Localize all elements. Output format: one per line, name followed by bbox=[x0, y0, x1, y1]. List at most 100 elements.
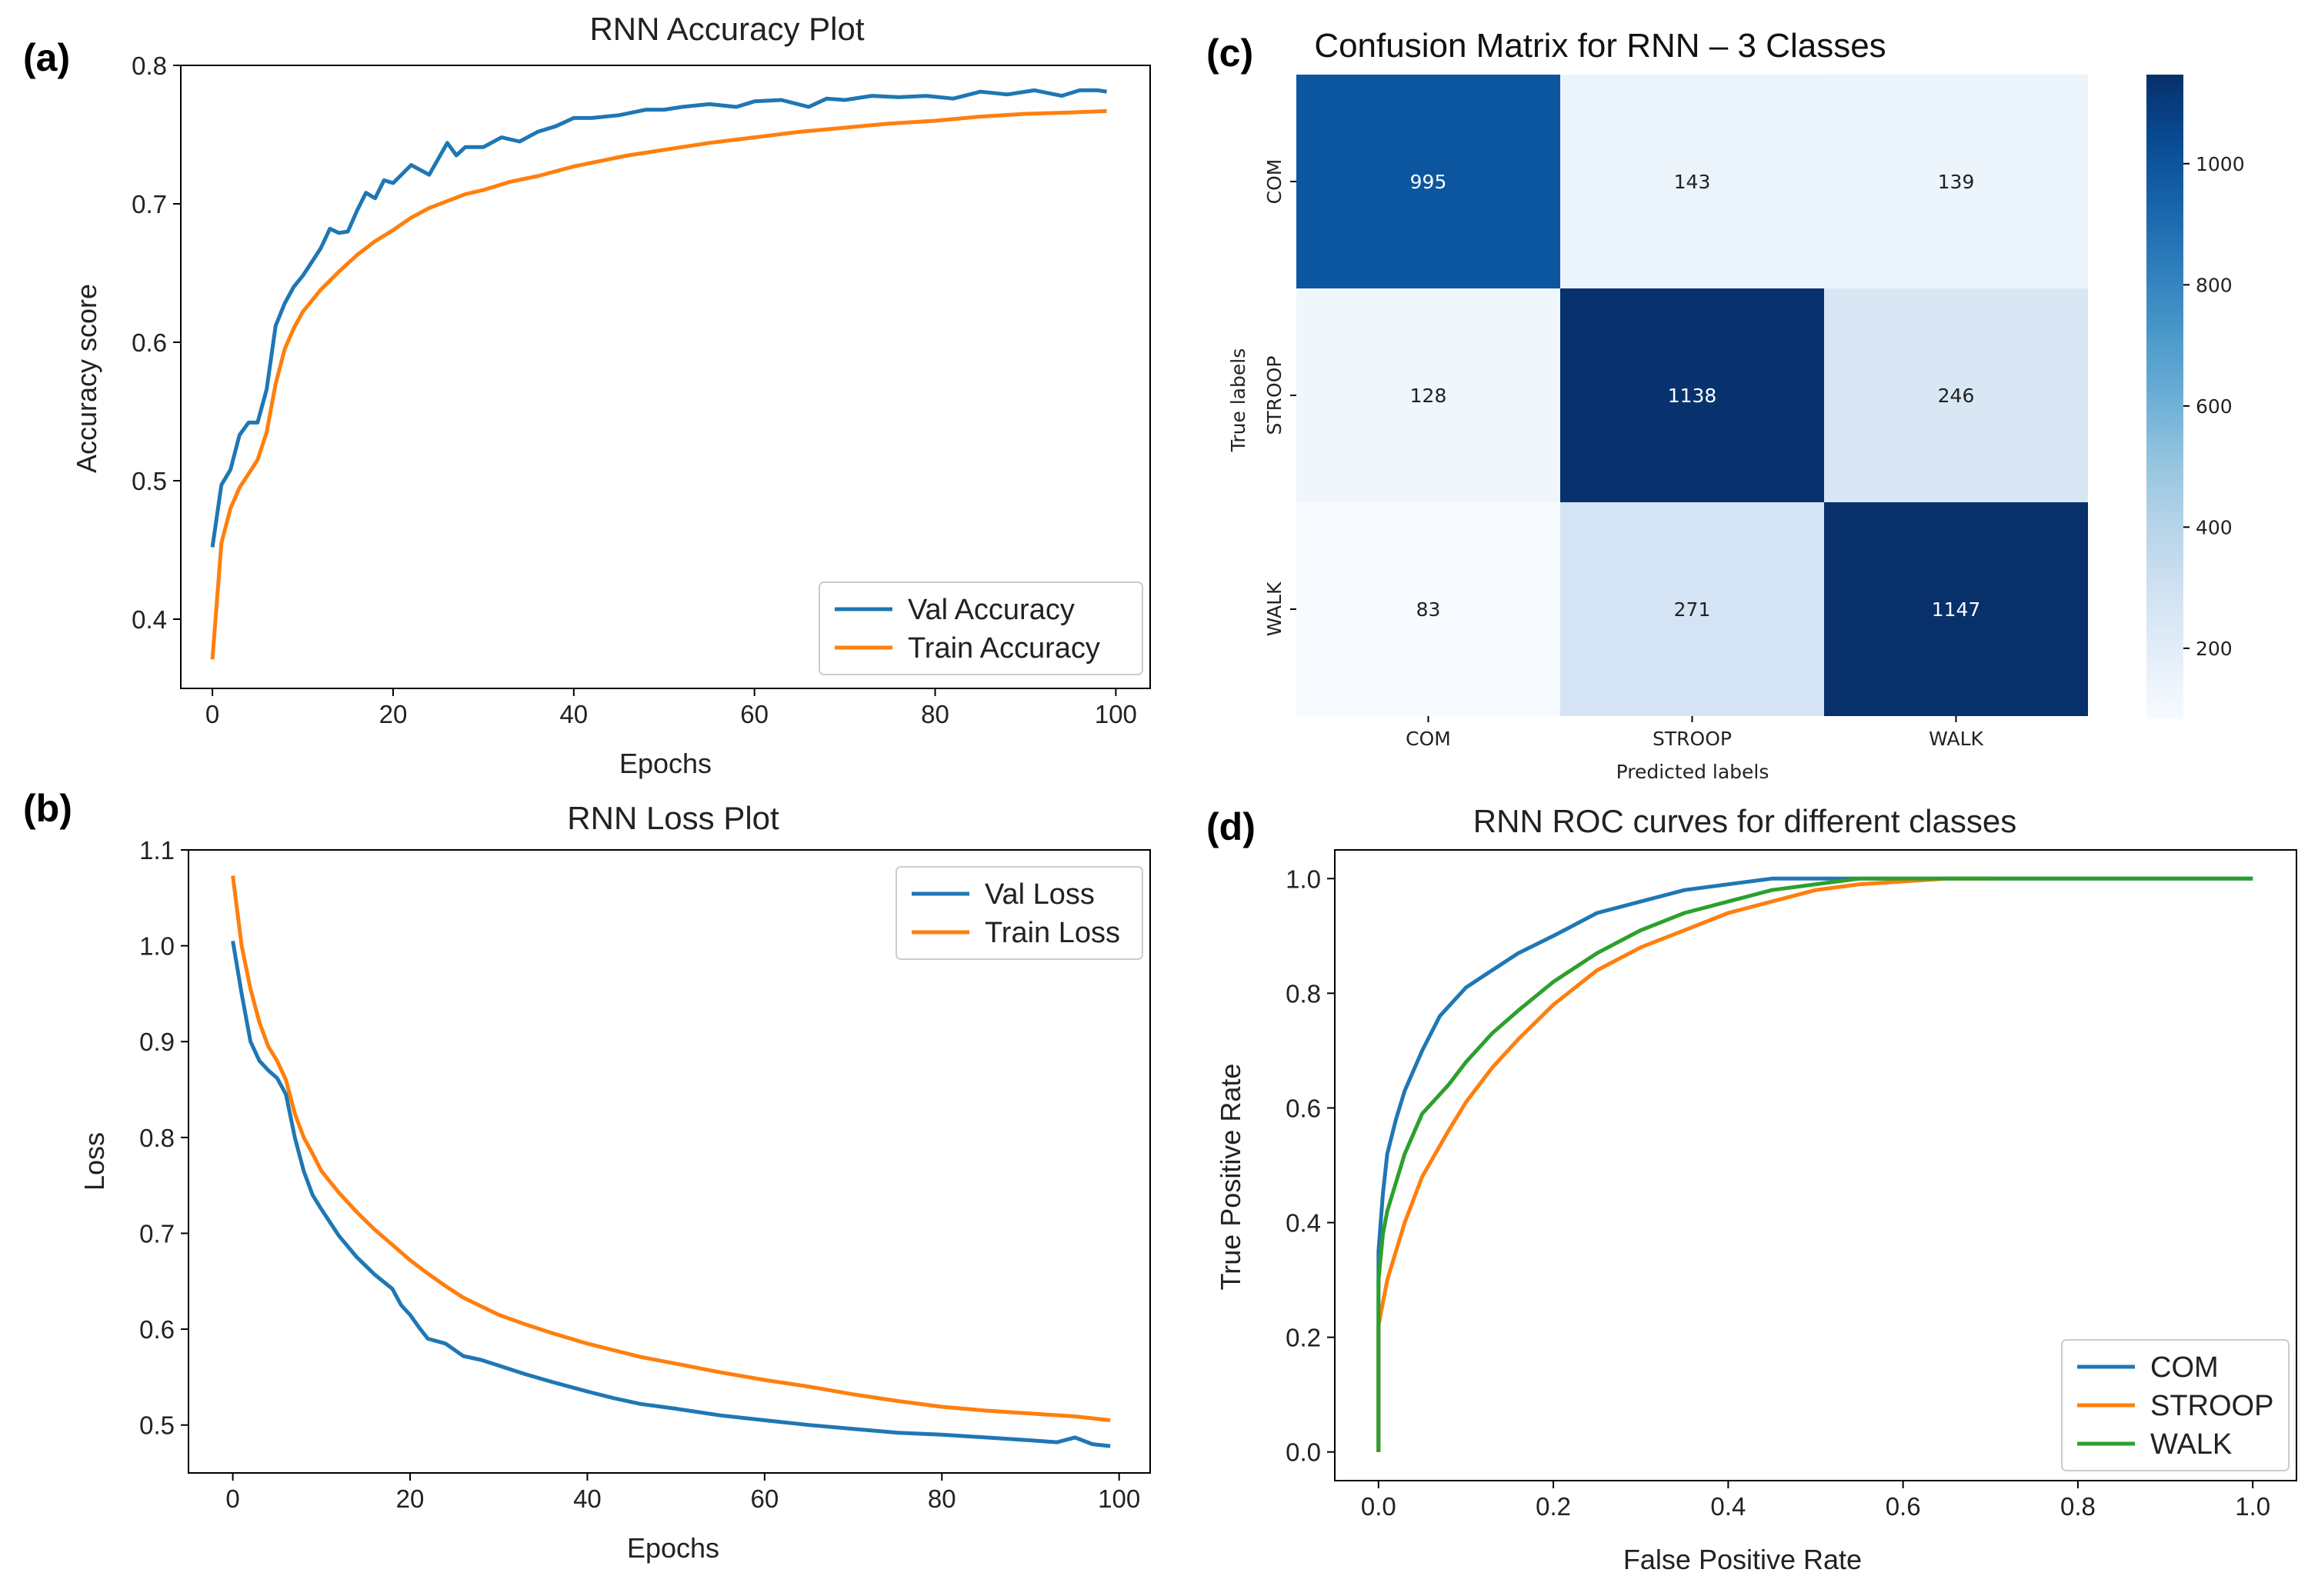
x-tick-label: STROOP bbox=[1653, 728, 1732, 750]
x-tick-label: 0.8 bbox=[2060, 1492, 2096, 1521]
accuracy-chart-title: RNN Accuracy Plot bbox=[589, 11, 864, 47]
y-tick-label: 0.6 bbox=[1286, 1094, 1321, 1122]
panel-label-c: (c) bbox=[1206, 32, 1253, 75]
heatmap-cell-value: 83 bbox=[1416, 598, 1441, 621]
legend-label: WALK bbox=[2150, 1428, 2232, 1461]
confusion-matrix-title: Confusion Matrix for RNN – 3 Classes bbox=[1314, 27, 1886, 65]
legend-box bbox=[819, 581, 1143, 675]
x-tick-label: 80 bbox=[928, 1484, 956, 1513]
x-tick-label: 20 bbox=[379, 700, 408, 728]
y-tick-label: 0.0 bbox=[1286, 1438, 1321, 1467]
legend-box bbox=[2061, 1339, 2290, 1471]
series-line-val-accuracy bbox=[210, 88, 1107, 548]
y-tick-label: COM bbox=[1263, 159, 1286, 205]
y-tick-label: 0.7 bbox=[132, 190, 167, 218]
legend-box bbox=[896, 866, 1143, 960]
legend: Val Loss Train Loss bbox=[896, 866, 1143, 960]
loss-chart-title: RNN Loss Plot bbox=[567, 800, 779, 836]
series-line-train-loss bbox=[231, 875, 1111, 1422]
roc-y-axis-label: True Positive Rate bbox=[1215, 1064, 1246, 1291]
x-tick-label: 0.2 bbox=[1536, 1492, 1571, 1521]
roc-x-axis-label: False Positive Rate bbox=[1623, 1544, 1862, 1575]
x-tick-label: 1.0 bbox=[2235, 1492, 2270, 1521]
x-tick-label: 0 bbox=[205, 700, 219, 728]
x-tick-label: 100 bbox=[1098, 1484, 1140, 1513]
y-tick-label: STROOP bbox=[1263, 356, 1286, 435]
x-tick-label: 20 bbox=[396, 1484, 425, 1513]
heatmap-cell-value: 1138 bbox=[1668, 385, 1717, 407]
legend-label: Val Accuracy bbox=[908, 594, 1075, 626]
loss-x-axis-label: Epochs bbox=[627, 1532, 719, 1564]
colorbar-tick-label: 1000 bbox=[2196, 153, 2245, 175]
heatmap-cell bbox=[1560, 502, 1824, 716]
heatmap-cell bbox=[1824, 288, 2088, 502]
x-tick-label: 0 bbox=[225, 1484, 239, 1513]
loss-y-axis-label: Loss bbox=[78, 1132, 110, 1191]
y-tick-label: 0.9 bbox=[139, 1028, 175, 1056]
colorbar bbox=[2146, 75, 2183, 719]
roc-chart: RNN ROC curves for different classes Fal… bbox=[1215, 803, 2297, 1575]
heatmap-cell-value: 246 bbox=[1938, 385, 1975, 407]
heatmap-cell-value: 139 bbox=[1938, 171, 1975, 193]
x-tick-label: 40 bbox=[559, 700, 588, 728]
heatmap-cell-value: 128 bbox=[1410, 385, 1447, 407]
y-tick-label: 0.5 bbox=[139, 1411, 175, 1440]
roc-chart-title: RNN ROC curves for different classes bbox=[1473, 803, 2016, 839]
y-tick-label: 0.2 bbox=[1286, 1324, 1321, 1352]
y-tick-label: 0.6 bbox=[132, 328, 167, 357]
x-tick-label: 100 bbox=[1095, 700, 1137, 728]
confusion-matrix-x-label: Predicted labels bbox=[1616, 761, 1769, 783]
x-tick-label: 40 bbox=[573, 1484, 602, 1513]
y-tick-label: 1.0 bbox=[1286, 865, 1321, 893]
legend-label: Val Loss bbox=[985, 878, 1095, 911]
colorbar-tick-label: 600 bbox=[2196, 395, 2233, 418]
legend-label: Train Loss bbox=[985, 917, 1120, 949]
series-line-stroop bbox=[1376, 876, 1991, 1452]
y-tick-label: 0.4 bbox=[132, 605, 167, 634]
y-tick-label: 1.1 bbox=[139, 836, 175, 865]
confusion-matrix: Confusion Matrix for RNN – 3 Classes Pre… bbox=[1227, 27, 2245, 783]
series-line-train-accuracy bbox=[210, 108, 1107, 660]
plot-frame bbox=[180, 65, 1151, 689]
legend: COM STROOP WALK bbox=[2061, 1339, 2290, 1471]
legend: Val Accuracy Train Accuracy bbox=[819, 581, 1143, 675]
series-line-com bbox=[1376, 876, 2253, 1452]
heatmap-cell bbox=[1296, 75, 1560, 288]
y-tick-label: 0.6 bbox=[139, 1315, 175, 1344]
x-tick-label: 0.0 bbox=[1361, 1492, 1396, 1521]
series-line-val-loss bbox=[231, 940, 1111, 1448]
heatmap-cell bbox=[1824, 502, 2088, 716]
x-tick-label: COM bbox=[1406, 728, 1451, 750]
colorbar-tick-label: 400 bbox=[2196, 516, 2233, 538]
heatmap-cell bbox=[1296, 502, 1560, 716]
x-tick-label: WALK bbox=[1929, 728, 1983, 750]
y-tick-label: 0.8 bbox=[132, 52, 167, 80]
heatmap-cell-value: 1147 bbox=[1932, 598, 1981, 621]
y-tick-label: 0.5 bbox=[132, 467, 167, 495]
x-tick-label: 0.4 bbox=[1710, 1492, 1746, 1521]
legend-label: STROOP bbox=[2150, 1390, 2273, 1422]
heatmap-cell bbox=[1560, 288, 1824, 502]
series-line-walk bbox=[1376, 876, 2253, 1452]
heatmap-cell bbox=[1296, 288, 1560, 502]
heatmap-cell bbox=[1560, 75, 1824, 288]
confusion-matrix-y-label: True labels bbox=[1227, 348, 1249, 453]
y-tick-label: 0.8 bbox=[139, 1124, 175, 1152]
y-tick-label: 0.8 bbox=[1286, 979, 1321, 1008]
y-tick-label: 0.4 bbox=[1286, 1209, 1321, 1238]
panel-label-d: (d) bbox=[1206, 805, 1256, 848]
x-tick-label: 0.6 bbox=[1886, 1492, 1921, 1521]
accuracy-chart: RNN Accuracy Plot Epochs Accuracy score … bbox=[71, 11, 1151, 779]
legend-label: Train Accuracy bbox=[908, 632, 1100, 665]
y-tick-label: 1.0 bbox=[139, 932, 175, 961]
x-tick-label: 60 bbox=[750, 1484, 779, 1513]
x-tick-label: 80 bbox=[921, 700, 949, 728]
heatmap-cell-value: 995 bbox=[1410, 171, 1447, 193]
y-tick-label: 0.7 bbox=[139, 1219, 175, 1248]
panel-label-b: (b) bbox=[23, 787, 72, 830]
x-tick-label: 60 bbox=[740, 700, 769, 728]
colorbar-tick-label: 200 bbox=[2196, 638, 2233, 660]
panel-label-a: (a) bbox=[23, 36, 70, 79]
heatmap-cell-value: 143 bbox=[1674, 171, 1711, 193]
